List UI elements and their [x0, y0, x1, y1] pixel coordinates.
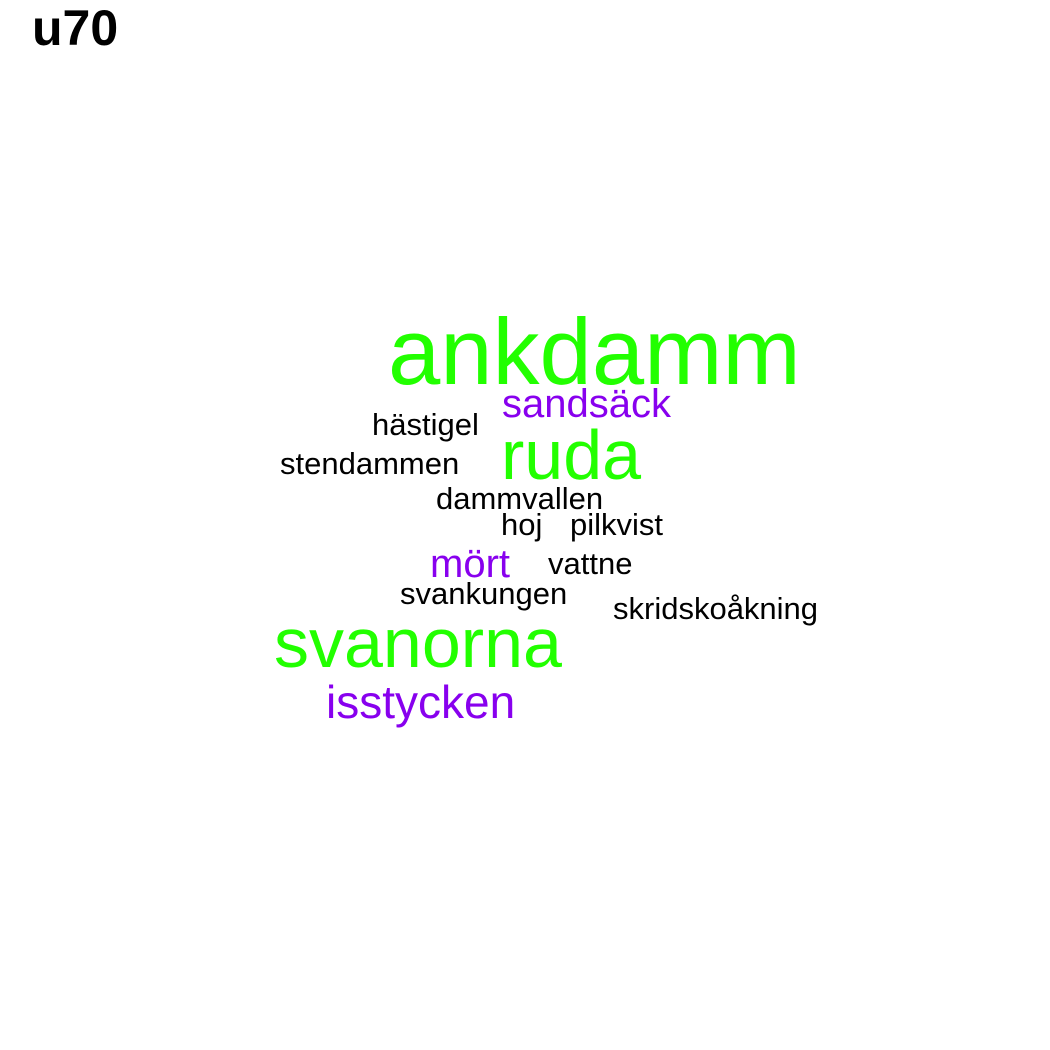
word-hoj: hoj	[501, 507, 542, 542]
word-isstycken: isstycken	[326, 676, 515, 728]
page-title: u70	[32, 0, 119, 56]
word-stendammen: stendammen	[280, 446, 459, 481]
word-ankdamm: ankdamm	[388, 299, 801, 404]
word-dammvallen: dammvallen	[436, 481, 603, 516]
word-vattne: vattne	[548, 546, 632, 581]
word-sandsack: sandsäck	[502, 382, 672, 426]
word-pilkvist: pilkvist	[570, 507, 663, 542]
word-svanorna: svanorna	[274, 604, 562, 682]
word-skridskoakning: skridskoåkning	[613, 591, 818, 626]
word-mort: mört	[430, 542, 510, 586]
word-hastigel: hästigel	[372, 407, 479, 442]
word-ruda: ruda	[501, 416, 641, 494]
word-svankungen: svankungen	[400, 576, 567, 611]
